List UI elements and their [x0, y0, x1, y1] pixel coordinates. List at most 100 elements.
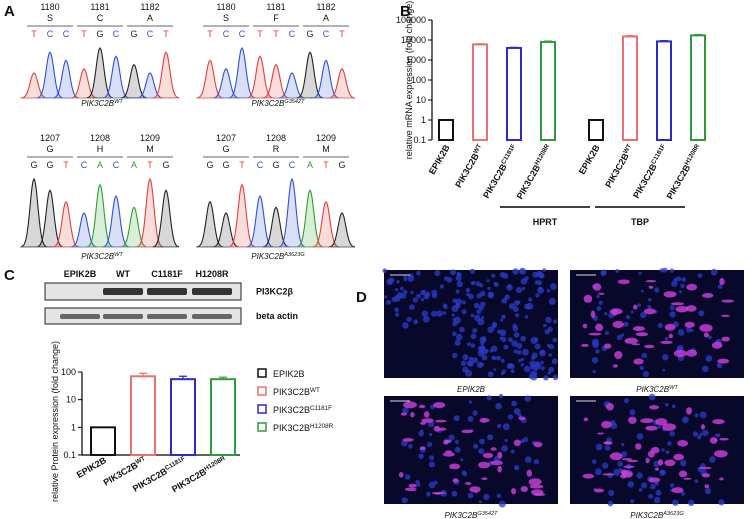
trace-peak: [36, 51, 64, 99]
nucleus: [436, 310, 443, 317]
nucleus: [647, 304, 652, 309]
nucleus: [515, 466, 519, 470]
cell-stain: [398, 472, 404, 478]
nucleus: [395, 288, 399, 292]
cell-stain: [664, 459, 676, 467]
nucleus: [466, 360, 473, 367]
nucleus: [461, 309, 467, 315]
nucleus: [592, 369, 596, 374]
nucleus: [480, 301, 486, 307]
nucleus: [530, 337, 538, 344]
nucleus: [640, 289, 644, 293]
x-tick-label: PIK3C2BWT: [603, 143, 636, 190]
x-tick-label-main: PIK3C2B: [603, 151, 631, 189]
nucleus: [709, 456, 716, 463]
lane-label: C1181F: [151, 269, 183, 279]
nucleus: [528, 374, 534, 380]
nucleus: [659, 469, 665, 475]
nucleus: [462, 354, 469, 361]
cell-stain: [402, 438, 414, 442]
nucleus: [465, 287, 471, 293]
nucleus: [602, 462, 609, 469]
nucleus: [522, 436, 529, 443]
nucleus: [638, 271, 642, 275]
nucleus: [692, 431, 699, 437]
cell-stain: [678, 470, 688, 478]
nucleus: [412, 297, 418, 303]
nucleus: [524, 315, 529, 319]
nucleus: [654, 481, 659, 486]
trace-peak: [262, 206, 290, 248]
base-letter: C: [323, 29, 330, 39]
trace-caption: PIK3C2BWT: [81, 252, 123, 261]
nucleus: [513, 300, 519, 306]
cell-stain: [673, 349, 688, 358]
nucleus: [648, 493, 654, 499]
cell-stain: [520, 486, 528, 492]
nucleus: [528, 297, 533, 302]
base-letter: A: [97, 160, 103, 170]
cell-stain: [671, 487, 684, 494]
trace-peak: [20, 72, 48, 99]
nucleus: [487, 434, 494, 441]
legend-label-main: EPIK2B: [273, 369, 305, 379]
nucleus: [699, 432, 703, 437]
bar: [130, 375, 156, 456]
cell-stain: [675, 306, 689, 313]
nucleus: [487, 371, 494, 378]
nucleus: [548, 297, 556, 305]
nucleus: [476, 361, 484, 369]
y-tick-label: 100: [411, 75, 426, 85]
nucleus: [702, 365, 709, 373]
trace-peak: [196, 59, 224, 99]
nucleus: [534, 361, 541, 367]
nucleus: [472, 410, 478, 416]
nucleus: [613, 468, 621, 476]
nucleus: [679, 290, 683, 294]
codon-number: 1182: [316, 2, 335, 12]
nucleus: [534, 280, 539, 285]
trace-peak: [328, 212, 356, 248]
legend-label: PIK3C2BWT: [273, 387, 320, 398]
cell-stain: [482, 452, 494, 459]
nucleus: [530, 364, 536, 370]
nucleus: [503, 344, 509, 350]
nucleus: [667, 441, 672, 446]
nucleus: [550, 283, 557, 290]
trace-peak: [196, 200, 224, 248]
base-letter: C: [147, 29, 154, 39]
bar: [438, 119, 454, 141]
nucleus: [439, 284, 444, 289]
nucleus: [533, 459, 540, 465]
nucleus: [451, 305, 459, 313]
x-tick-label-sup: C1181F: [650, 143, 667, 166]
bar: [170, 378, 196, 456]
cell-stain: [633, 358, 644, 365]
nucleus: [717, 284, 723, 290]
x-tick-label-sup: H1208R: [683, 142, 701, 166]
nucleus: [682, 416, 689, 424]
base-letter: T: [273, 29, 279, 39]
cell-stain: [635, 332, 649, 337]
nucleus: [470, 333, 477, 340]
codon-number: 1207: [40, 133, 60, 143]
trace-peak: [278, 72, 306, 99]
legend-label: EPIK2B: [273, 369, 305, 379]
cell-stain: [497, 465, 503, 473]
nucleus: [671, 404, 676, 409]
nucleus: [481, 348, 488, 355]
panel-label: C: [4, 267, 15, 284]
nucleus: [534, 343, 541, 350]
nucleus: [467, 415, 474, 422]
x-tick-label-main: EPIK2B: [75, 455, 109, 480]
cell-stain: [664, 323, 676, 331]
cell-stain: [633, 304, 638, 310]
base-letter: G: [338, 160, 345, 170]
nucleus: [539, 349, 546, 357]
nucleus: [454, 339, 461, 346]
nucleus: [532, 271, 539, 278]
nucleus: [496, 355, 501, 361]
trace-peak: [120, 63, 148, 99]
nucleus: [704, 488, 712, 495]
cell-stain: [648, 450, 655, 458]
